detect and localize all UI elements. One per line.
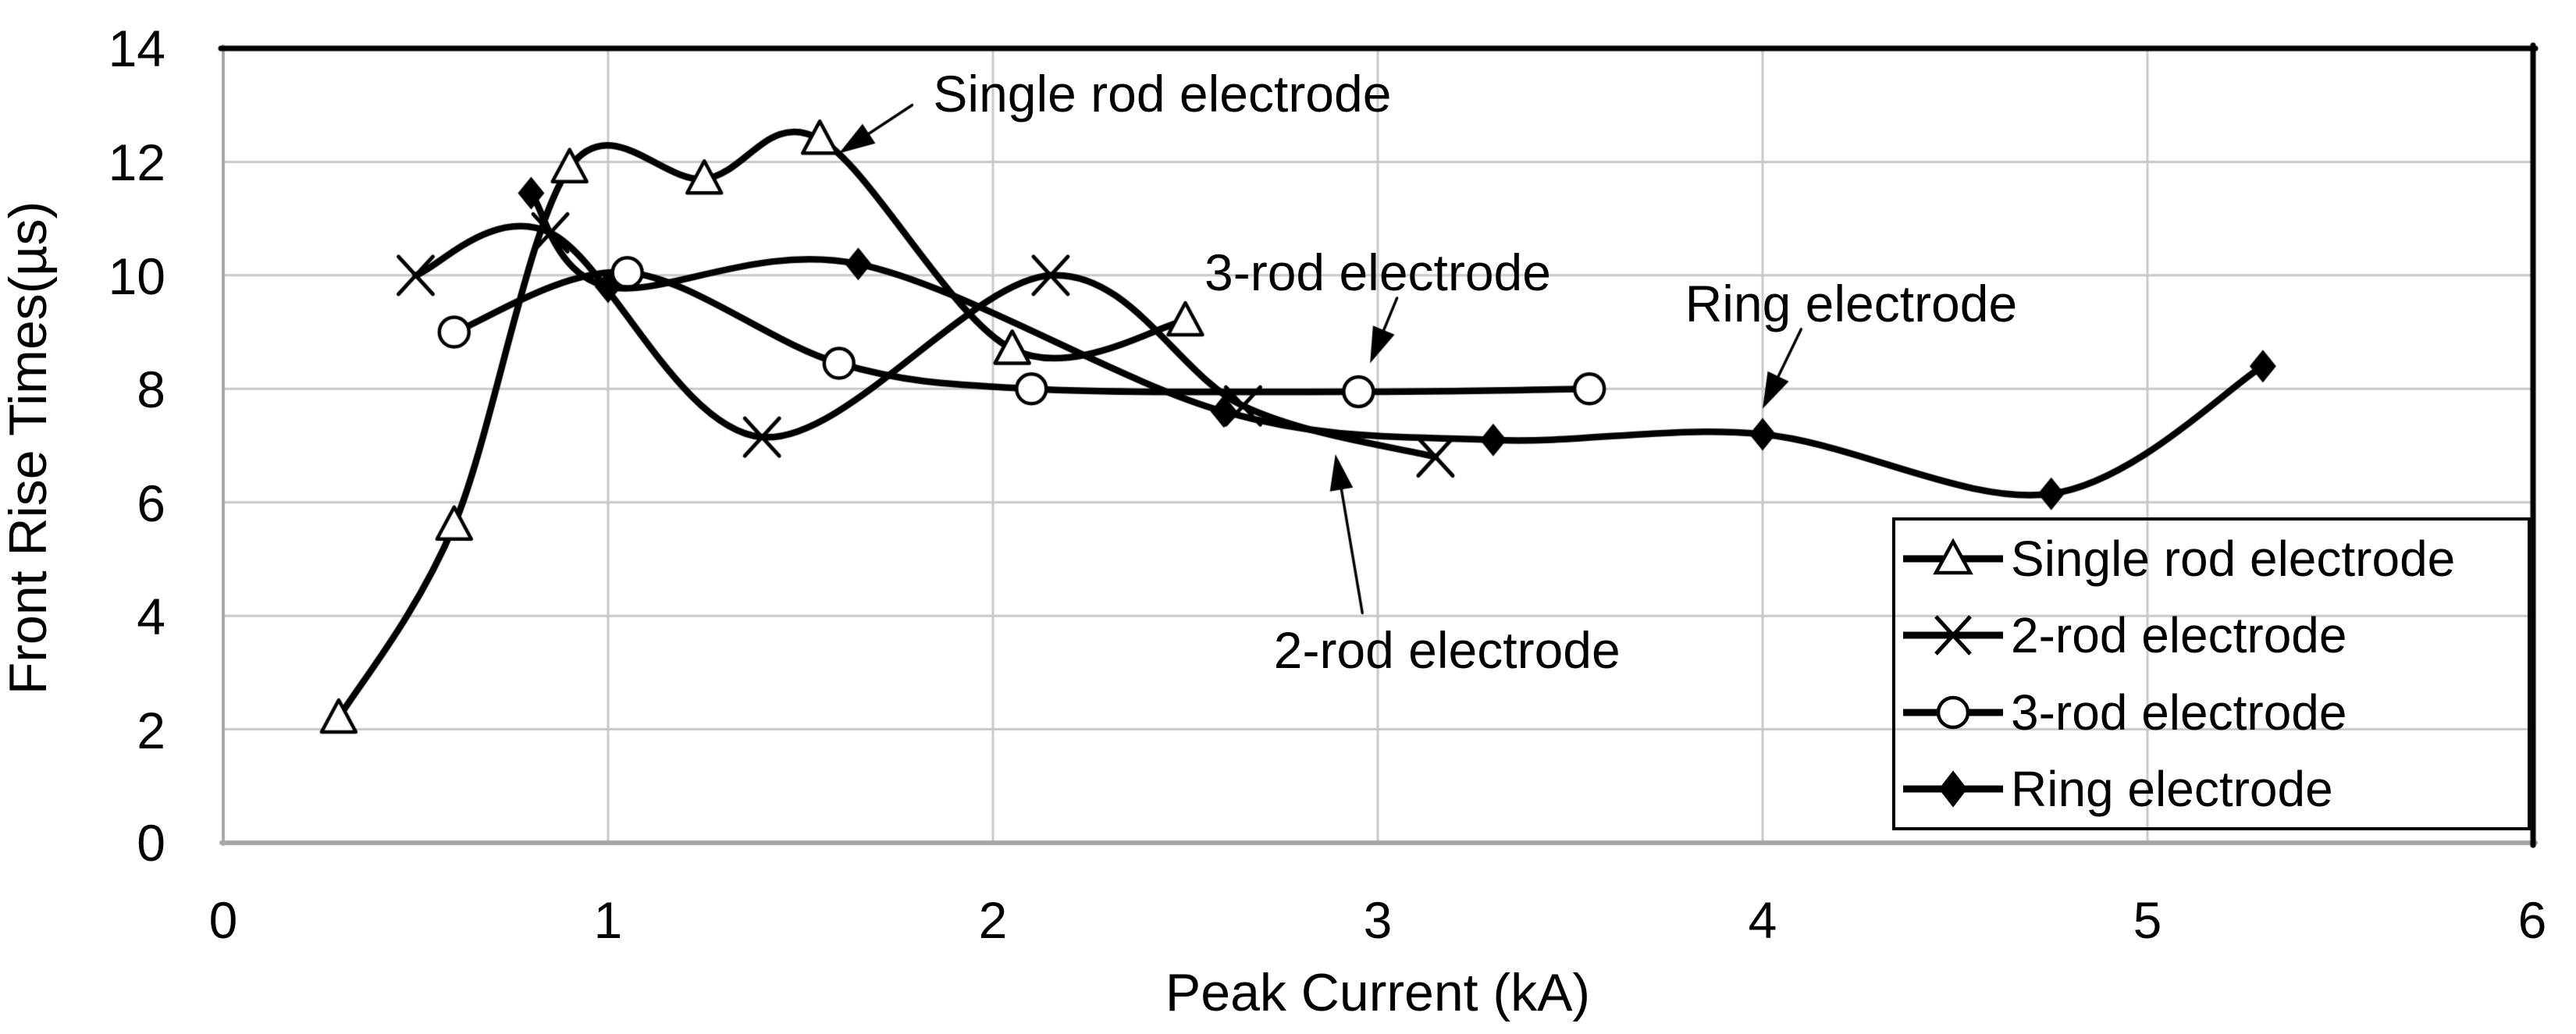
y-tick-label: 14 [108,20,165,77]
annotation-3-rod-electrode: 3-rod electrode [1204,243,1551,302]
annotation-single-rod-electrode: Single rod electrode [933,65,1392,123]
y-tick-label: 10 [108,247,165,305]
y-tick-label: 12 [108,133,165,191]
annotation-ring-electrode: Ring electrode [1685,275,2018,333]
y-tick-label: 6 [137,474,165,532]
legend-label: 2-rod electrode [2011,607,2347,664]
legend-item-3-rod: 3-rod electrode [1895,674,2528,751]
legend-marker-triangle-icon [1903,538,2003,575]
y-tick-label: 2 [137,702,165,759]
legend-marker-diamond-icon [1903,770,2003,808]
x-tick-label: 5 [2133,891,2162,949]
legend-item-ring: Ring electrode [1895,751,2528,827]
y-tick-label: 4 [137,588,165,645]
legend-item-2-rod: 2-rod electrode [1895,597,2528,673]
legend-marker-x-icon [1903,615,2003,656]
x-tick-label: 1 [593,891,623,949]
x-tick-label: 6 [2517,891,2547,949]
legend-label: 3-rod electrode [2011,684,2347,741]
y-tick-label: 0 [137,814,165,872]
legend-label: Single rod electrode [2011,531,2456,588]
x-axis-title: Peak Current (kA) [1165,963,1591,1022]
legend-item-single-rod: Single rod electrode [1895,521,2528,597]
x-tick-label: 3 [1363,891,1393,949]
legend: Single rod electrode 2-rod electrode 3-r… [1892,517,2531,830]
x-tick-label: 0 [208,891,238,949]
legend-label: Ring electrode [2011,760,2333,817]
y-tick-label: 8 [137,361,165,418]
x-tick-label: 4 [1748,891,1777,949]
annotation-2-rod-electrode: 2-rod electrode [1273,620,1621,679]
legend-marker-circle-icon [1903,695,2003,729]
x-tick-label: 2 [978,891,1008,949]
